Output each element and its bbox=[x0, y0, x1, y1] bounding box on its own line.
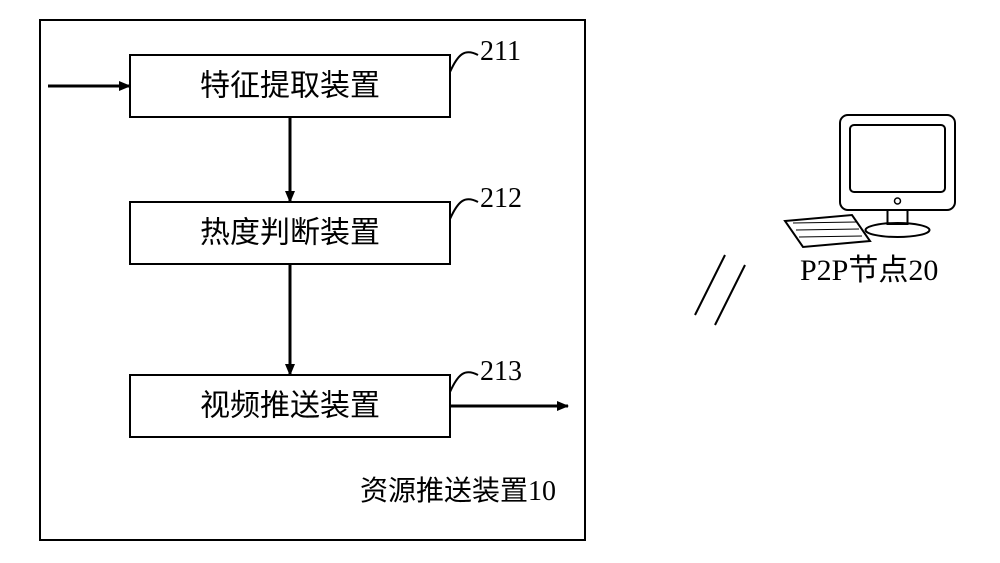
leader-2 bbox=[450, 372, 478, 392]
keyboard-row-0 bbox=[793, 222, 856, 223]
node-ref-1: 212 bbox=[480, 183, 522, 214]
diagram-canvas: 资源推送装置10 特征提取装置 211 热度判断装置 212 视频推送装置 213 P2P节点… bbox=[0, 0, 1000, 563]
leader-0 bbox=[450, 52, 478, 72]
keyboard-row-2 bbox=[799, 236, 862, 237]
monitor-base bbox=[866, 223, 930, 237]
leader-1 bbox=[450, 199, 478, 219]
monitor-button bbox=[895, 198, 901, 204]
node-ref-2: 213 bbox=[480, 356, 522, 387]
monitor-neck bbox=[888, 210, 908, 224]
monitor-icon bbox=[840, 115, 955, 210]
wireless-seg-0 bbox=[695, 255, 725, 315]
wireless-seg-1 bbox=[715, 265, 745, 325]
keyboard-row-1 bbox=[796, 229, 859, 230]
node-label-0: 特征提取装置 bbox=[200, 70, 380, 103]
node-label-1: 热度判断装置 bbox=[200, 217, 380, 250]
p2p-label: P2P节点20 bbox=[800, 254, 938, 287]
node-label-2: 视频推送装置 bbox=[200, 390, 380, 423]
outer-box-label: 资源推送装置10 bbox=[360, 475, 556, 507]
keyboard-icon bbox=[785, 215, 870, 247]
node-ref-0: 211 bbox=[480, 36, 521, 67]
monitor-screen bbox=[850, 125, 945, 192]
